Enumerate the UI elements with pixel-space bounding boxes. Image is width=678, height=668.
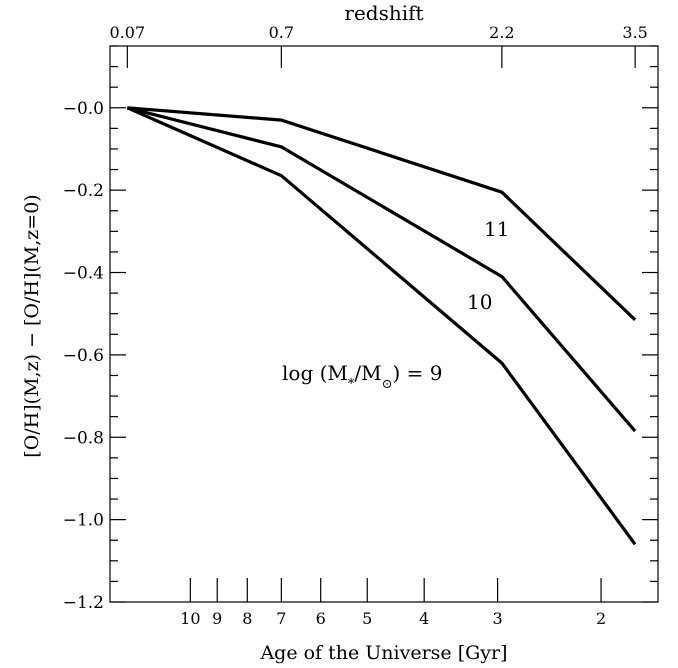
y-tick-label: −1.0 xyxy=(63,511,104,531)
y-tick-label: −0.6 xyxy=(63,346,104,366)
x-tick-label: 4 xyxy=(419,609,429,628)
x-axis-label: Age of the Universe [Gyr] xyxy=(259,642,507,664)
y-tick-label: −0.2 xyxy=(63,181,104,201)
top-axis-label: redshift xyxy=(344,1,423,25)
series-line-2 xyxy=(126,106,637,546)
axes: −0.0 −0.2 −0.4 −0.6 −0.8 −1.0 −1.2 10 9 8 7 6 5 4 3 2 0.… xyxy=(63,23,658,628)
series-line-0 xyxy=(127,106,637,322)
x-tick-label: 5 xyxy=(362,609,372,628)
series-group xyxy=(126,106,637,546)
x-tick-label: 8 xyxy=(242,609,252,628)
series-line-1 xyxy=(126,106,637,433)
plot-frame xyxy=(109,45,659,603)
x-tick-label: 10 xyxy=(180,609,200,628)
y-tick-label: −0.0 xyxy=(63,99,104,119)
top-tick-label: 0.7 xyxy=(269,23,294,42)
x-tick-label: 2 xyxy=(596,609,606,628)
y-axis-label: [O/H](M,z) − [O/H](M,z=0) xyxy=(21,194,43,457)
y-tick-label: −0.4 xyxy=(63,264,104,284)
y-tick-label: −1.2 xyxy=(63,593,104,613)
top-tick-label: 0.07 xyxy=(110,23,146,42)
x-tick-label: 6 xyxy=(316,609,326,628)
series-label-10: 10 xyxy=(467,290,492,314)
series-label-11: 11 xyxy=(484,217,509,241)
series-label-9: log (M*/M⊙) = 9 xyxy=(282,361,443,392)
y-tick-label: −0.8 xyxy=(63,428,104,448)
x-tick-label: 7 xyxy=(276,609,286,628)
x-tick-label: 9 xyxy=(212,609,222,628)
top-tick-label: 2.2 xyxy=(489,23,514,42)
x-tick-label: 3 xyxy=(492,609,502,628)
top-tick-label: 3.5 xyxy=(622,23,647,42)
